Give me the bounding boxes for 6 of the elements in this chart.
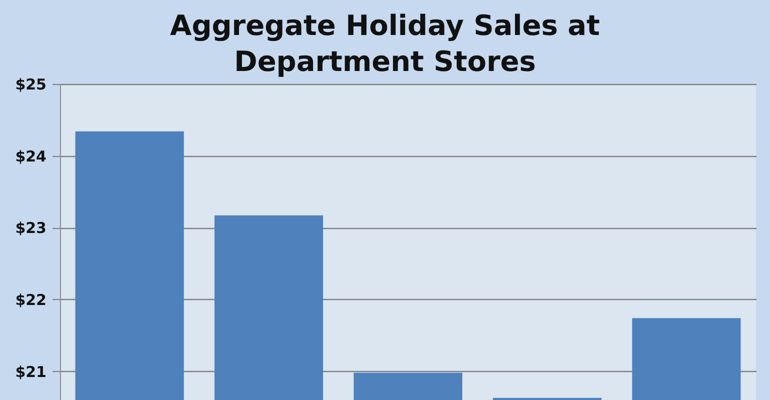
y-tick-label: $23 — [15, 219, 46, 238]
y-tick-label: $24 — [15, 147, 46, 166]
chart-title: Aggregate Holiday Sales at Department Stores — [170, 9, 600, 78]
y-tick-label: $25 — [15, 76, 46, 94]
y-tick-label: $22 — [15, 290, 46, 309]
y-tick-label: $21 — [15, 362, 46, 381]
